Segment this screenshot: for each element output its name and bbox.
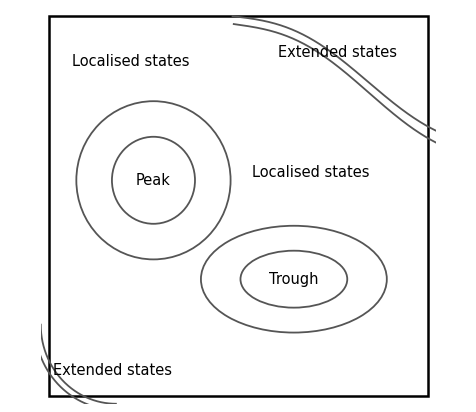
Text: Localised states: Localised states	[72, 54, 189, 69]
Text: Extended states: Extended states	[278, 45, 396, 60]
Text: Localised states: Localised states	[252, 165, 369, 180]
Text: Trough: Trough	[268, 272, 318, 287]
Text: Extended states: Extended states	[52, 363, 171, 378]
Text: Peak: Peak	[136, 173, 170, 188]
